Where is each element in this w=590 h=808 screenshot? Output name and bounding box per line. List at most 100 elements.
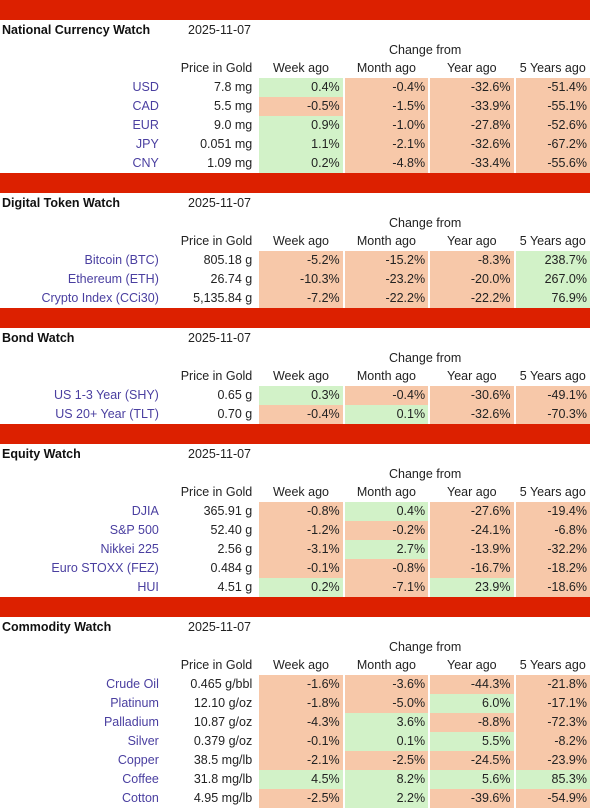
row-label-link[interactable]: Bitcoin (BTC) (84, 253, 159, 267)
table-row: Nikkei 225 2.56 g -3.1% 2.7% -13.9% -32.2% (0, 540, 590, 559)
row-label-link[interactable]: Silver (127, 734, 159, 748)
section-title: Commodity Watch (2, 620, 112, 634)
change-from-label: Change from (389, 42, 462, 57)
row-label-link[interactable]: Platinum (110, 696, 159, 710)
header-blank (0, 483, 164, 502)
header-year-ago: Year ago (447, 234, 497, 248)
table-row: Palladium 10.87 g/oz -4.3% 3.6% -8.8% -72.3% (0, 713, 590, 732)
row-label-link[interactable]: Palladium (103, 715, 159, 729)
row-label-link[interactable]: S&P 500 (109, 523, 159, 537)
week-ago-cell: -2.5% (259, 789, 343, 808)
header-year-ago: Year ago (447, 658, 497, 672)
column-header-row: Price in Gold Week ago Month ago Year ago 5 … (0, 483, 590, 502)
header-5-years-ago: 5 Years ago (519, 369, 586, 383)
header-year-ago: Year ago (447, 61, 497, 75)
row-label-link[interactable]: Nikkei 225 (100, 542, 159, 556)
section-title-row: Equity Watch 2025-11-07 (0, 444, 590, 464)
week-ago-cell: -1.8% (259, 694, 343, 713)
header-month-ago: Month ago (356, 369, 416, 383)
change-from-label: Change from (389, 350, 462, 365)
row-label-link[interactable]: HUI (137, 580, 159, 594)
table-row: Platinum 12.10 g/oz -1.8% -5.0% 6.0% -17.1% (0, 694, 590, 713)
row-label-link[interactable]: Coffee (122, 772, 159, 786)
week-ago-cell: -2.1% (259, 751, 343, 770)
five-years-ago-cell: -8.2% (515, 732, 590, 751)
row-label-link[interactable]: CNY (132, 156, 159, 170)
row-label-link[interactable]: JPY (135, 137, 159, 151)
row-label-link[interactable]: DJIA (131, 504, 159, 518)
price-in-gold-cell: 4.51 g (217, 580, 253, 594)
row-label-link[interactable]: Euro STOXX (FEZ) (51, 561, 159, 575)
table-row: EUR 9.0 mg 0.9% -1.0% -27.8% -52.6% (0, 116, 590, 135)
section-date: 2025-11-07 (188, 196, 252, 210)
price-in-gold-cell: 38.5 mg/lb (193, 753, 253, 767)
price-in-gold-cell: 0.051 mg (200, 137, 253, 151)
row-label-link[interactable]: Copper (117, 753, 159, 767)
header-5-years-ago: 5 Years ago (519, 234, 586, 248)
year-ago-cell: -33.9% (430, 97, 514, 116)
week-ago-cell: -5.2% (259, 251, 343, 270)
price-in-gold-cell: 31.8 mg/lb (193, 772, 253, 786)
row-label-link[interactable]: CAD (132, 99, 159, 113)
year-ago-cell: -32.6% (430, 78, 514, 97)
section-title: National Currency Watch (2, 23, 151, 37)
row-label-link[interactable]: USD (132, 80, 159, 94)
week-ago-cell: -1.2% (259, 521, 343, 540)
section-title-row: Digital Token Watch 2025-11-07 (0, 193, 590, 213)
row-label-link[interactable]: Ethereum (ETH) (67, 272, 159, 286)
header-price-in-gold: Price in Gold (180, 61, 253, 75)
week-ago-cell: -0.8% (259, 502, 343, 521)
month-ago-cell: 0.4% (344, 502, 429, 521)
price-in-gold-cell: 12.10 g/oz (193, 696, 253, 710)
year-ago-cell: -13.9% (430, 540, 514, 559)
table-row: Ethereum (ETH) 26.74 g -10.3% -23.2% -20.0% 2… (0, 270, 590, 289)
month-ago-cell: -0.4% (344, 78, 429, 97)
header-price-in-gold: Price in Gold (180, 485, 253, 499)
column-header-row: Price in Gold Week ago Month ago Year ago 5 … (0, 59, 590, 78)
price-in-gold-cell: 1.09 mg (207, 156, 253, 170)
five-years-ago-cell: -55.1% (515, 97, 590, 116)
month-ago-cell: 0.1% (344, 405, 429, 424)
price-in-gold-cell: 805.18 g (203, 253, 253, 267)
header-price-in-gold: Price in Gold (180, 658, 253, 672)
week-ago-cell: -10.3% (259, 270, 343, 289)
week-ago-cell: 0.2% (259, 578, 343, 597)
row-label-link[interactable]: US 20+ Year (TLT) (55, 407, 159, 421)
price-in-gold-cell: 2.56 g (217, 542, 253, 556)
price-in-gold-cell: 0.70 g (217, 407, 253, 421)
header-month-ago: Month ago (356, 234, 416, 248)
price-in-gold-cell: 52.40 g (210, 523, 253, 537)
section-date: 2025-11-07 (188, 447, 252, 461)
price-in-gold-cell: 9.0 mg (214, 118, 253, 132)
month-ago-cell: 2.2% (344, 789, 429, 808)
section-date: 2025-11-07 (188, 331, 252, 345)
header-blank (0, 59, 164, 78)
row-label-link[interactable]: US 1-3 Year (SHY) (53, 388, 159, 402)
five-years-ago-cell: 76.9% (515, 289, 590, 308)
five-years-ago-cell: -32.2% (515, 540, 590, 559)
row-label-link[interactable]: EUR (132, 118, 159, 132)
table-row: Crude Oil 0.465 g/bbl -1.6% -3.6% -44.3% -21.… (0, 675, 590, 694)
month-ago-cell: -22.2% (344, 289, 429, 308)
table-row: US 1-3 Year (SHY) 0.65 g 0.3% -0.4% -30.6% -4… (0, 386, 590, 405)
price-in-gold-cell: 10.87 g/oz (193, 715, 253, 729)
row-label-link[interactable]: Cotton (122, 791, 159, 805)
table-row: CNY 1.09 mg 0.2% -4.8% -33.4% -55.6% (0, 154, 590, 173)
month-ago-cell: -1.5% (344, 97, 429, 116)
table-row: US 20+ Year (TLT) 0.70 g -0.4% 0.1% -32.6% -7… (0, 405, 590, 424)
section-divider-bar (0, 308, 590, 328)
price-in-gold-cell: 4.95 mg/lb (193, 791, 253, 805)
year-ago-cell: 5.5% (430, 732, 514, 751)
row-label-link[interactable]: Crude Oil (106, 677, 159, 691)
table-row: Silver 0.379 g/oz -0.1% 0.1% 5.5% -8.2% (0, 732, 590, 751)
row-label-link[interactable]: Crypto Index (CCi30) (41, 291, 159, 305)
header-year-ago: Year ago (447, 485, 497, 499)
week-ago-cell: -0.5% (259, 97, 343, 116)
month-ago-cell: -2.1% (344, 135, 429, 154)
price-in-gold-cell: 5.5 mg (214, 99, 253, 113)
section-national-currency-watch: National Currency Watch 2025-11-07 Change … (0, 0, 590, 173)
year-ago-cell: 6.0% (430, 694, 514, 713)
header-month-ago: Month ago (356, 658, 416, 672)
section-title: Bond Watch (2, 331, 75, 345)
month-ago-cell: 2.7% (344, 540, 429, 559)
